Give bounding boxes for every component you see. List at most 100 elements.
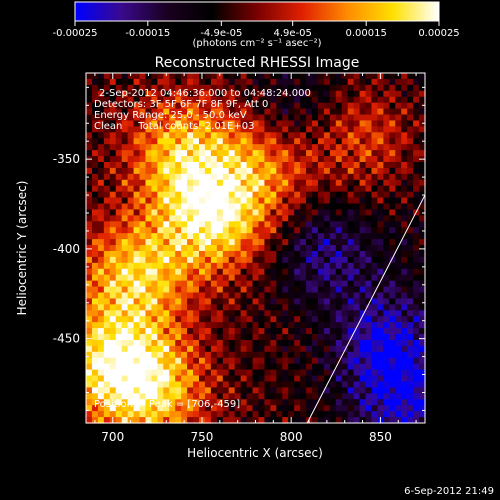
heatmap-cell <box>353 351 361 359</box>
heatmap-cell <box>97 245 105 252</box>
heatmap-cell <box>341 304 349 311</box>
heatmap-cell <box>383 120 390 127</box>
heatmap-cell <box>300 399 307 406</box>
heatmap-cell <box>347 280 355 288</box>
heatmap-cell <box>222 197 230 205</box>
heatmap-cell <box>216 357 224 365</box>
heatmap-cell <box>103 405 111 412</box>
heatmap-cell <box>323 316 331 323</box>
heatmap-cell <box>115 156 123 163</box>
heatmap-cell <box>181 304 188 311</box>
colorbar-cell <box>247 2 250 21</box>
heatmap-cell <box>317 417 325 424</box>
heatmap-cell <box>258 173 266 181</box>
heatmap-cell <box>335 322 343 329</box>
heatmap-cell <box>371 227 379 234</box>
heatmap-cell <box>157 245 164 252</box>
heatmap-cell <box>341 150 349 157</box>
colorbar-cell <box>279 2 282 21</box>
heatmap-cell <box>151 209 158 216</box>
heatmap-cell <box>169 322 176 329</box>
heatmap-cell <box>109 411 117 418</box>
heatmap-cell <box>276 227 283 234</box>
heatmap-cell <box>133 114 141 122</box>
heatmap-cell <box>175 250 182 258</box>
colorbar-cell <box>177 2 180 21</box>
heatmap-cell <box>323 274 331 282</box>
heatmap-cell <box>264 73 271 80</box>
heatmap-cell <box>228 256 236 264</box>
heatmap-cell <box>413 179 420 187</box>
heatmap-cell <box>145 304 153 311</box>
heatmap-cell <box>389 316 396 323</box>
colorbar-cell <box>307 2 310 21</box>
heatmap-cell <box>288 221 295 228</box>
heatmap-cell <box>377 274 384 282</box>
annotation-energy-range: Energy Range: 25.0 - 50.0 keV <box>94 110 247 121</box>
heatmap-cell <box>317 304 325 311</box>
heatmap-cell <box>353 274 361 282</box>
heatmap-cell <box>264 203 271 211</box>
heatmap-cell <box>103 298 111 305</box>
heatmap-cell <box>383 179 390 187</box>
heatmap-cell <box>419 256 426 264</box>
heatmap-cell <box>222 399 230 406</box>
heatmap-cell <box>91 268 99 276</box>
heatmap-cell <box>270 369 277 377</box>
heatmap-cell <box>163 381 170 389</box>
colorbar-cell <box>241 2 244 21</box>
heatmap-cell <box>145 411 153 418</box>
heatmap-cell <box>216 132 224 139</box>
heatmap-cell <box>294 339 301 347</box>
heatmap-cell <box>151 345 158 353</box>
heatmap-cell <box>335 173 343 181</box>
heatmap-cell <box>317 405 325 412</box>
heatmap-cell <box>317 345 325 353</box>
colorbar-cell <box>397 2 400 21</box>
heatmap-cell <box>371 84 379 92</box>
heatmap-cell <box>264 221 271 228</box>
heatmap-cell <box>306 310 313 317</box>
heatmap-cell <box>127 209 135 216</box>
heatmap-cell <box>210 221 218 228</box>
heatmap-cell <box>282 138 289 145</box>
heatmap-cell <box>365 417 373 424</box>
heatmap-cell <box>109 144 117 151</box>
heatmap-cell <box>389 203 396 211</box>
heatmap-cell <box>204 191 212 199</box>
heatmap-cell <box>97 381 105 389</box>
colorbar-cell <box>149 2 152 21</box>
heatmap-cell <box>204 339 212 347</box>
colorbar-cell <box>179 2 182 21</box>
heatmap-cell <box>312 221 319 228</box>
colorbar-cell <box>151 2 154 21</box>
heatmap-cell <box>109 102 117 110</box>
heatmap-cell <box>252 298 260 305</box>
heatmap-cell <box>258 304 266 311</box>
heatmap-cell <box>270 203 277 211</box>
colorbar-tick-label: -0.00025 <box>53 28 98 39</box>
heatmap-cell <box>401 126 408 133</box>
heatmap-cell <box>252 268 260 276</box>
heatmap-cell <box>377 280 384 288</box>
heatmap-cell <box>294 233 301 240</box>
heatmap-cell <box>181 239 188 246</box>
heatmap-cell <box>347 203 355 211</box>
heatmap-cell <box>377 120 384 127</box>
heatmap-cell <box>222 298 230 305</box>
heatmap-cell <box>222 203 230 211</box>
heatmap-cell <box>407 280 414 288</box>
heatmap-cell <box>407 84 414 92</box>
heatmap-cell <box>395 268 402 276</box>
heatmap-cell <box>199 144 206 151</box>
heatmap-cell <box>323 227 331 234</box>
heatmap-cell <box>86 90 93 98</box>
heatmap-cell <box>240 316 248 323</box>
heatmap-cell <box>240 363 248 371</box>
heatmap-cell <box>121 179 129 187</box>
heatmap-cell <box>282 144 289 151</box>
heatmap-cell <box>246 357 254 365</box>
heatmap-cell <box>270 310 277 317</box>
heatmap-cell <box>395 280 402 288</box>
heatmap-cell <box>353 114 361 122</box>
